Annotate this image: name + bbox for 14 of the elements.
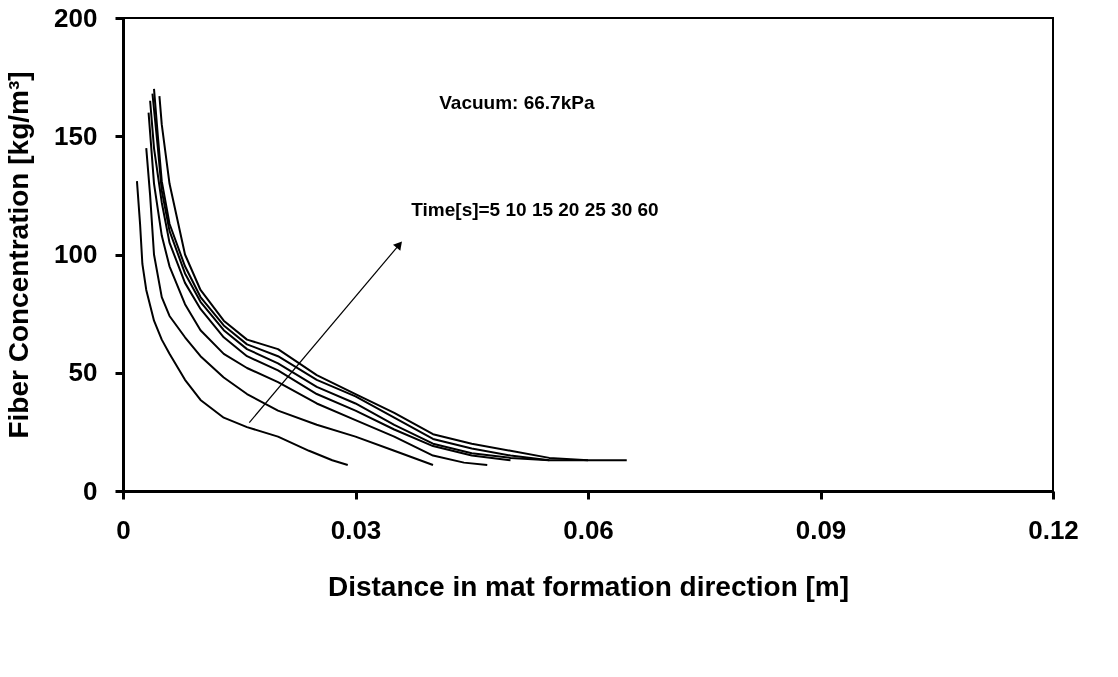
y-tick-label: 150 bbox=[54, 120, 98, 151]
y-tick-label: 50 bbox=[68, 357, 98, 388]
y-tick-label: 200 bbox=[54, 2, 98, 33]
y-tick-label: 100 bbox=[54, 239, 98, 269]
y-tick-label: 0 bbox=[83, 475, 98, 506]
x-tick-label: 0.06 bbox=[563, 514, 614, 545]
x-tick-label: 0.03 bbox=[330, 514, 382, 545]
y-axis-title: Fiber Concentration [kg/m³] bbox=[3, 71, 35, 439]
annotation: Time[s]=5 10 15 20 25 30 60 bbox=[411, 198, 659, 220]
annotation: Vacuum: 66.7kPa bbox=[439, 92, 595, 114]
x-tick-label: 0 bbox=[116, 514, 131, 545]
x-tick-label: 0.12 bbox=[1028, 514, 1079, 545]
x-axis-title: Distance in mat formation direction [m] bbox=[327, 570, 850, 602]
x-tick-label: 0.09 bbox=[795, 514, 847, 545]
